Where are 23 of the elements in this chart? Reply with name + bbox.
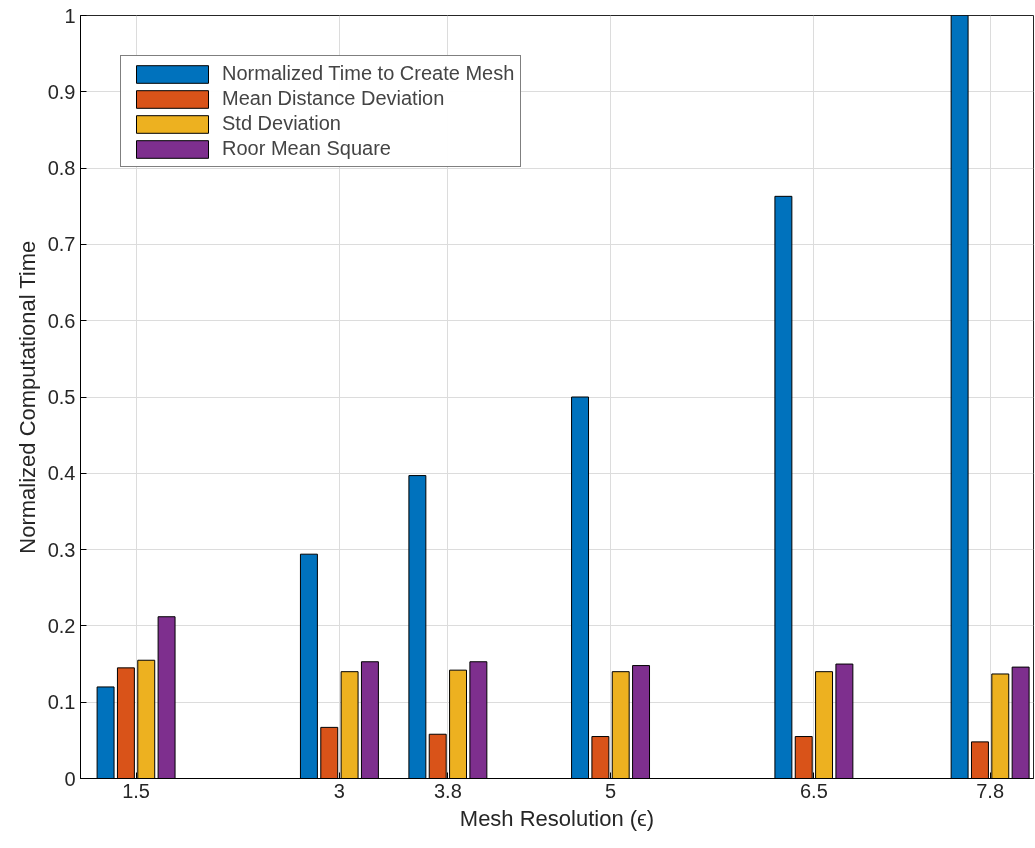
y-tick-label: 0.7: [47, 233, 76, 256]
x-tick-label: 5: [604, 779, 617, 802]
y-tick-label: 0.6: [47, 309, 76, 332]
y-tick-label: 0.3: [47, 538, 76, 561]
y-tick-label: 0: [64, 767, 76, 790]
x-tick-label: 3.8: [433, 779, 462, 802]
y-tick-label: 0.5: [47, 386, 76, 408]
legend-label: Mean Distance Deviation: [222, 87, 445, 110]
y-axis-title: Normalized Computational Time: [14, 240, 40, 554]
legend-label: Normalized Time to Create Mesh: [222, 62, 515, 85]
x-tick-label: 7.8: [976, 779, 1005, 802]
x-tick-label: 3: [333, 779, 345, 802]
y-tick-label: 0.1: [47, 691, 76, 714]
y-tick-label: 0.8: [47, 157, 76, 180]
y-tick-label: 1: [64, 4, 76, 27]
x-tick-label: 6.5: [799, 779, 828, 802]
y-tick-label: 0.2: [47, 614, 76, 637]
x-axis-title: Mesh Resolution (ϵ): [459, 805, 655, 831]
y-tick-label: 0.4: [47, 462, 76, 485]
y-tick-label: 0.9: [47, 80, 76, 103]
x-tick-label: 1.5: [122, 779, 150, 802]
legend-label: Roor Mean Square: [222, 137, 391, 160]
legend-label: Std Deviation: [222, 112, 341, 135]
